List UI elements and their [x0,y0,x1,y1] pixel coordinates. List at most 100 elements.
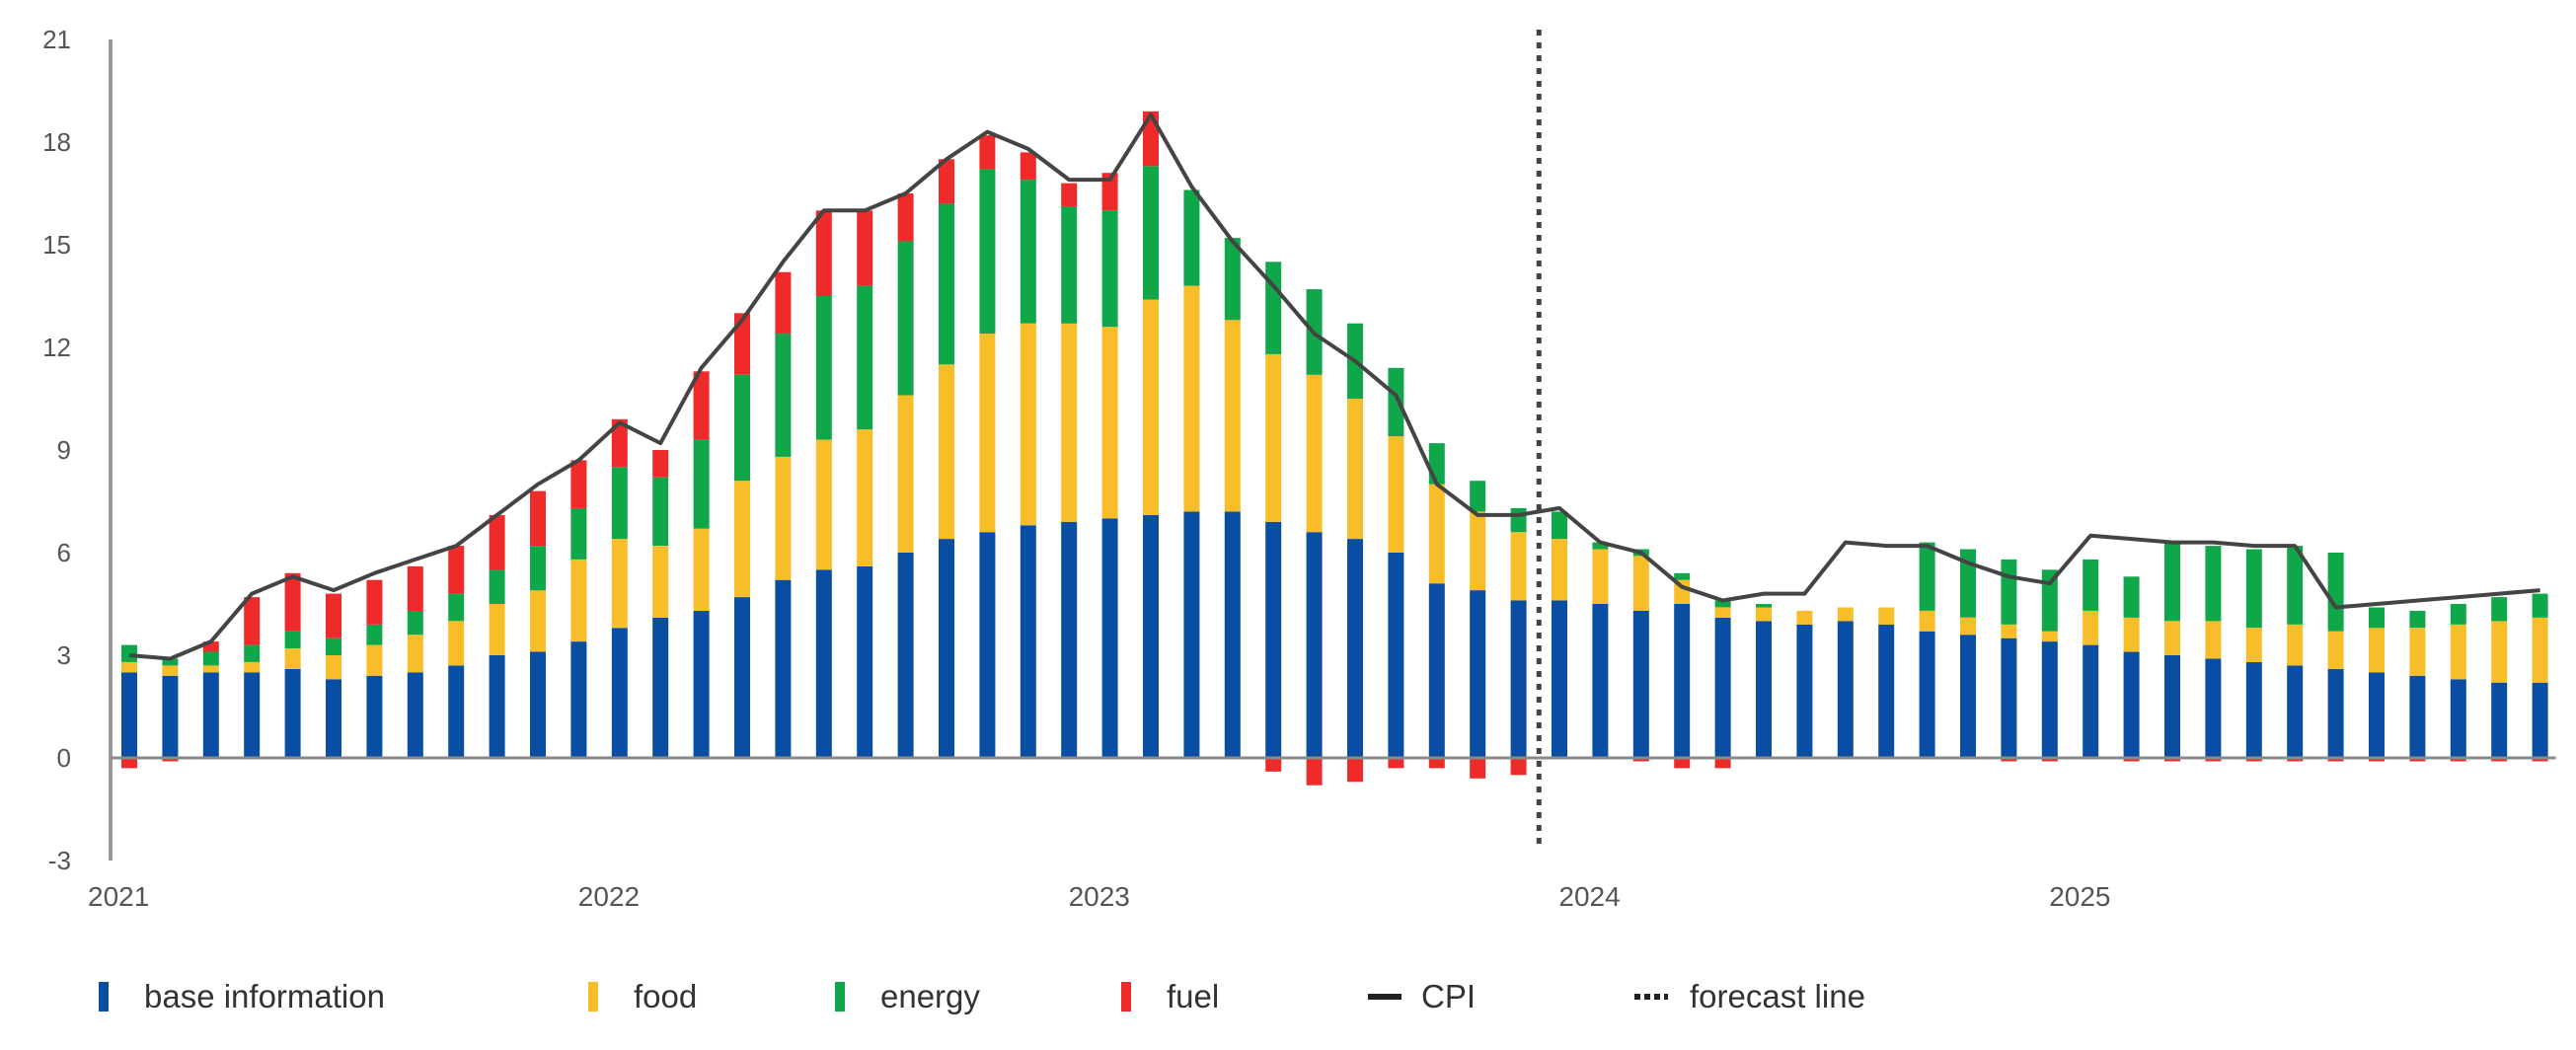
bar-segment-base-information [162,675,179,758]
bar-segment-food [570,559,587,642]
bar-segment-food [979,334,996,533]
bar-segment-food [2409,628,2426,676]
bar-segment-fuel [407,565,423,611]
bar-segment-energy [693,439,710,529]
bar-segment-fuel [979,135,996,170]
legend-label: energy [880,978,980,1014]
y-tick-label: -3 [48,846,71,875]
bar-segment-food [1878,607,1895,625]
bar-segment-base-information [202,672,219,758]
bar-segment-food [2245,628,2262,662]
bar-segment-fuel [326,593,341,638]
bar-segment-fuel [897,193,914,242]
bar-segment-base-information [2083,644,2099,758]
x-year-label: 2024 [1558,881,1620,912]
bar-segment-fuel [815,210,832,296]
bar-segment-food [939,364,954,540]
bar-segment-fuel [2164,758,2180,762]
bar-segment-food [693,528,710,611]
bar-segment-fuel [1632,758,1649,762]
bar-segment-fuel [244,597,261,645]
bar-segment-food [2041,631,2058,642]
bar-segment-energy [1674,572,1691,580]
bar-segment-food [121,661,137,673]
legend-swatch-base-information [99,982,109,1012]
bar-segment-energy [857,285,873,430]
bar-segment-fuel [1388,758,1404,769]
y-tick-label: 6 [57,538,71,567]
bar-segment-food [162,665,179,676]
bar-segment-base-information [857,565,873,758]
y-tick-label: 3 [57,640,71,670]
legend-label: food [634,978,698,1014]
bar-segment-energy [2083,559,2099,611]
bar-segment-base-information [2001,638,2017,758]
legend-swatch-forecast-line [1634,994,1668,1000]
bar-segment-base-information [1837,621,1854,758]
bar-segment-base-information [2532,682,2548,758]
bar-segment-fuel [1470,758,1486,779]
bar-segment-base-information [1510,600,1527,758]
bar-segment-fuel [1428,758,1445,769]
bar-segment-base-information [693,610,710,758]
bar-segment-food [1143,299,1159,515]
bar-segment-base-information [530,651,546,758]
bar-segment-base-information [1756,621,1772,758]
bar-segment-base-information [1101,518,1118,758]
bar-segment-food [366,644,383,676]
bar-segment-energy [2041,569,2058,632]
bar-segment-energy [734,374,750,482]
bar-segment-fuel [2287,758,2304,762]
bar-segment-food [2532,617,2548,683]
bar-segment-food [1428,484,1445,584]
bar-segment-base-information [1347,539,1363,758]
bar-segment-food [2164,621,2180,655]
bar-segment-fuel [611,418,628,468]
bar-segment-fuel [366,579,383,625]
bar-segment-base-information [1552,600,1567,758]
bar-segment-fuel [1674,758,1691,769]
x-axis-year-labels: 2021 2022 2023 2024 2025 [88,881,2110,912]
bar-segment-fuel [1510,758,1527,776]
bar-segment-base-information [815,569,832,758]
legend-swatch-food [588,982,598,1012]
x-year-label: 2023 [1069,881,1130,912]
legend-swatch-energy [835,982,845,1012]
bar-segment-energy [2369,607,2385,629]
bar-segment-fuel [857,210,873,286]
bar-segment-base-information [1714,617,1731,758]
bar-segment-energy [1510,507,1527,533]
bar-segment-base-information [570,641,587,758]
cpi-line [128,112,2540,661]
bar-segment-food [1470,511,1486,591]
y-tick-label: 18 [42,127,71,157]
bar-segment-base-information [652,617,669,758]
bar-segment-base-information [611,628,628,758]
bar-segment-food [1101,327,1118,519]
bar-segment-food [2001,624,2017,638]
bar-segment-food [1714,607,1731,618]
bar-segment-energy [530,546,546,591]
bar-segment-energy [2164,542,2180,622]
bar-segment-base-information [1674,604,1691,758]
bar-segment-energy [1756,604,1772,608]
bar-segment-base-information [979,532,996,758]
bar-segment-base-information [2164,655,2180,758]
bar-segment-food [1510,532,1527,601]
bar-segment-food [1388,436,1404,553]
bar-segment-food [407,635,423,673]
bar-segment-food [2491,621,2508,683]
bar-segment-energy [1470,481,1486,512]
bar-segment-base-information [1878,624,1895,758]
chart: 21 18 15 12 9 6 3 0 -3 2021 2022 2023 2024 2025 [42,25,2556,912]
bar-segment-food [448,621,465,666]
bar-segment-base-information [2327,668,2344,758]
bar-segment-fuel [652,450,669,478]
bar-segment-energy [939,203,954,365]
bar-segment-energy [1101,210,1118,328]
bar-segment-fuel [489,514,505,570]
bar-segment-energy [2409,610,2426,629]
bar-segment-energy [2205,546,2222,622]
bar-segment-food [1020,323,1036,526]
bar-segment-energy [2532,593,2548,618]
